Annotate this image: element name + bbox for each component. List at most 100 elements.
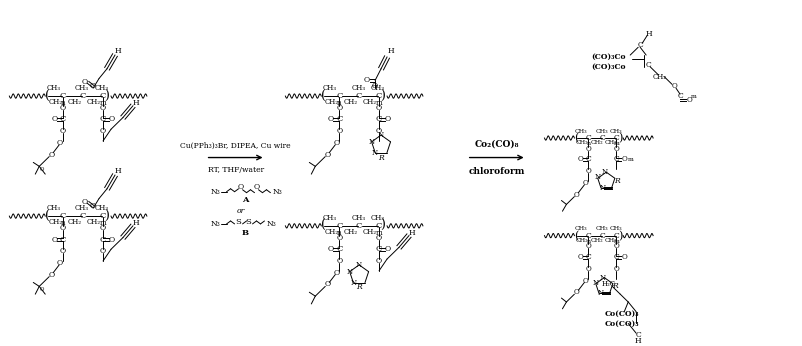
Text: C: C [585, 253, 590, 261]
Text: O: O [670, 82, 676, 90]
Text: O: O [573, 288, 578, 296]
Text: N: N [601, 168, 606, 176]
Text: m: m [613, 142, 618, 146]
Text: CH₂: CH₂ [590, 238, 603, 243]
Text: CH₂: CH₂ [652, 73, 666, 81]
Text: C: C [99, 212, 106, 220]
Text: N: N [378, 131, 383, 139]
Text: O: O [581, 276, 588, 284]
Text: chloroform: chloroform [468, 167, 525, 176]
Text: ): ) [104, 210, 109, 222]
Text: CH₂: CH₂ [48, 98, 62, 106]
Text: O: O [613, 242, 618, 251]
Text: C: C [60, 92, 67, 100]
Text: O: O [253, 183, 259, 191]
Text: CH₂: CH₂ [67, 98, 81, 106]
Text: ): ) [618, 133, 622, 143]
Text: O: O [685, 96, 691, 104]
Text: O: O [51, 236, 57, 244]
Text: O: O [48, 151, 55, 158]
Text: (: ( [573, 230, 578, 241]
Text: O: O [371, 82, 378, 90]
Text: Co(CO)₃: Co(CO)₃ [604, 310, 638, 318]
Text: CH₂: CH₂ [363, 228, 377, 236]
Text: or: or [236, 207, 245, 215]
Text: n: n [585, 142, 589, 146]
Text: O: O [82, 199, 88, 207]
Text: N₃: N₃ [266, 220, 276, 228]
Text: O: O [100, 127, 106, 135]
Text: C: C [375, 116, 382, 124]
Text: CH₂: CH₂ [324, 98, 338, 106]
Text: CH₃: CH₃ [574, 226, 587, 231]
Text: C: C [676, 92, 682, 100]
Text: H: H [408, 229, 415, 237]
Text: C: C [99, 236, 106, 244]
Text: O: O [577, 253, 582, 261]
Text: m: m [375, 99, 382, 107]
Text: C: C [335, 116, 342, 124]
Text: CH₃: CH₃ [322, 214, 336, 222]
Text: N₃: N₃ [210, 188, 220, 196]
Text: H: H [132, 99, 139, 107]
Text: C: C [585, 134, 590, 142]
Text: m: m [99, 219, 107, 227]
Text: O: O [100, 224, 106, 232]
Text: O: O [109, 116, 115, 124]
Text: C: C [645, 61, 650, 69]
Text: C: C [375, 92, 382, 100]
Text: CH₃: CH₃ [75, 204, 89, 212]
Text: CH₃: CH₃ [47, 84, 60, 92]
Text: N: N [371, 149, 378, 157]
Text: O: O [57, 139, 63, 147]
Text: O: O [621, 253, 626, 261]
Text: CH₃: CH₃ [75, 84, 89, 92]
Text: (: ( [320, 219, 326, 233]
Text: C: C [637, 41, 642, 49]
Text: N₃: N₃ [272, 188, 282, 196]
Text: ): ) [618, 230, 622, 241]
Text: O: O [82, 79, 88, 86]
Text: C: C [60, 236, 67, 244]
Text: H: H [634, 337, 641, 345]
Text: C: C [99, 116, 106, 124]
Text: O: O [326, 245, 333, 253]
Text: O: O [336, 127, 342, 135]
Text: CH₃: CH₃ [371, 214, 385, 222]
Text: O: O [48, 271, 55, 279]
Text: H₂C: H₂C [601, 280, 614, 289]
Text: C: C [335, 245, 342, 253]
Text: O: O [585, 167, 590, 175]
Text: O: O [39, 167, 43, 172]
Text: N: N [355, 261, 362, 269]
Text: N: N [594, 173, 600, 181]
Text: CH₃: CH₃ [350, 84, 365, 92]
Text: C: C [335, 92, 342, 100]
Text: C: C [355, 222, 362, 230]
Text: R: R [356, 283, 362, 291]
Text: CH₃: CH₃ [371, 84, 385, 92]
Text: CH₃: CH₃ [595, 129, 608, 134]
Text: C: C [355, 92, 362, 100]
Text: m: m [613, 239, 618, 244]
Text: C: C [613, 134, 618, 142]
Text: O: O [375, 104, 382, 112]
Text: CH₂: CH₂ [324, 228, 338, 236]
Text: CH₂: CH₂ [342, 228, 357, 236]
Text: R: R [612, 282, 618, 290]
Text: C: C [598, 134, 605, 142]
Text: O: O [60, 127, 66, 135]
Text: CH₃: CH₃ [610, 129, 622, 134]
Text: H: H [115, 47, 121, 55]
Text: (: ( [573, 133, 578, 143]
Text: O: O [60, 104, 66, 112]
Text: CH₃: CH₃ [574, 129, 587, 134]
Text: O: O [384, 116, 391, 124]
Text: O: O [621, 155, 626, 164]
Text: C: C [60, 116, 67, 124]
Text: O: O [100, 104, 106, 112]
Text: C: C [99, 92, 106, 100]
Text: CH₃: CH₃ [322, 84, 336, 92]
Text: m: m [626, 157, 632, 162]
Text: CH₂: CH₂ [87, 218, 101, 226]
